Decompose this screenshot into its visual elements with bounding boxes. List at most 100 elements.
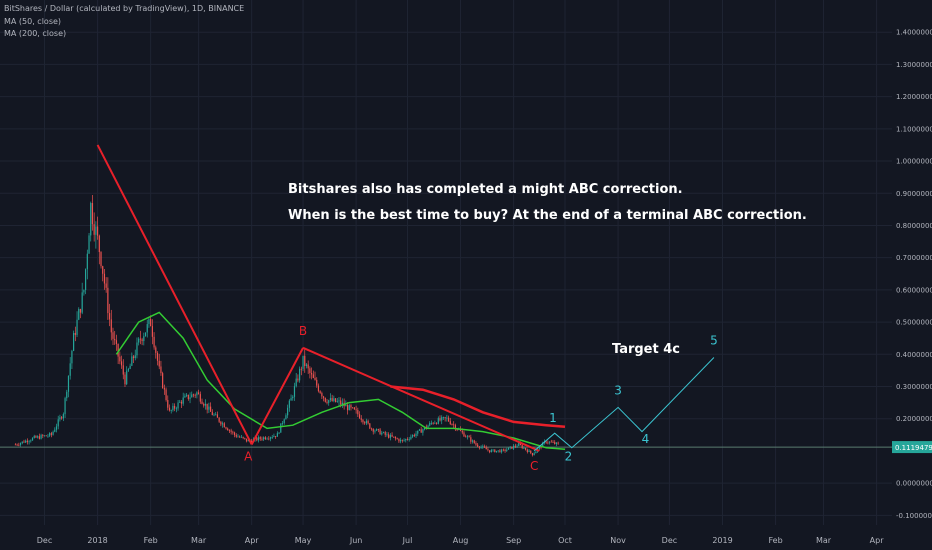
candle-body xyxy=(314,377,316,380)
candle-body xyxy=(206,403,208,410)
wave-number-label: 2 xyxy=(565,450,573,464)
candle-body xyxy=(420,429,422,433)
candle-body xyxy=(432,422,434,424)
candle-body xyxy=(490,450,492,453)
candle-body xyxy=(557,442,559,444)
current-price-tag: 0.11194793 xyxy=(892,441,932,454)
abc-label: B xyxy=(299,324,307,338)
candle-body xyxy=(290,398,292,401)
candle-body xyxy=(288,400,290,408)
candle-body xyxy=(230,430,232,432)
candle-body xyxy=(25,440,27,443)
candle-body xyxy=(530,450,532,454)
candle-body xyxy=(353,407,356,410)
candle-body xyxy=(98,235,100,253)
candle-body xyxy=(215,414,217,416)
candle-body xyxy=(90,203,92,236)
candle-body xyxy=(514,445,516,447)
candle-body xyxy=(273,435,275,437)
candle-body xyxy=(216,414,219,418)
candle-body xyxy=(372,428,374,432)
candle-body xyxy=(78,309,80,320)
candle-body xyxy=(302,355,304,369)
candle-body xyxy=(370,428,373,430)
candle-body xyxy=(480,446,482,448)
candle-body xyxy=(117,343,119,357)
candle-body xyxy=(297,378,299,381)
candle-body xyxy=(28,441,30,443)
candle-body xyxy=(177,402,179,409)
candles xyxy=(14,195,559,457)
candle-body xyxy=(119,356,121,362)
candle-body xyxy=(26,440,28,443)
candle-body xyxy=(167,400,169,408)
candle-body xyxy=(30,440,32,442)
candle-body xyxy=(129,365,131,369)
candle-body xyxy=(554,442,556,444)
candle-body xyxy=(180,401,183,404)
candle-body xyxy=(341,402,344,405)
candle-body xyxy=(141,339,143,342)
candle-body xyxy=(521,444,523,449)
candle-body xyxy=(278,432,280,434)
candle-body xyxy=(415,433,417,436)
candle-body xyxy=(131,356,133,366)
candle-body xyxy=(280,423,282,433)
candle-body xyxy=(334,398,337,402)
candle-body xyxy=(223,423,225,428)
candle-body xyxy=(360,418,362,420)
candle-body xyxy=(266,438,268,440)
wave-number-label: 1 xyxy=(549,411,557,425)
candle-body xyxy=(519,443,522,445)
candle-body xyxy=(66,391,68,399)
candle-body xyxy=(329,398,332,401)
candle-body xyxy=(538,446,540,449)
candle-body xyxy=(495,450,498,453)
candle-body xyxy=(19,443,22,445)
candle-body xyxy=(163,388,165,390)
x-tick-label: Feb xyxy=(768,536,782,545)
wave-number-label: 4 xyxy=(642,432,650,446)
x-tick-label: Apr xyxy=(245,536,260,545)
candle-body xyxy=(191,394,193,398)
candle-body xyxy=(352,407,354,409)
candle-body xyxy=(103,273,106,284)
x-tick-label: Nov xyxy=(610,536,626,545)
candle-body xyxy=(50,433,52,435)
candle-body xyxy=(194,394,196,396)
candle-body xyxy=(379,429,381,435)
candle-body xyxy=(134,355,136,359)
candle-body xyxy=(221,423,224,425)
candle-body xyxy=(136,342,138,356)
candle-body xyxy=(326,401,328,403)
candle-body xyxy=(317,385,320,392)
x-tick-label: Apr xyxy=(870,536,885,545)
candle-body xyxy=(453,424,455,426)
candle-body xyxy=(311,373,313,375)
candle-body xyxy=(76,319,78,335)
candle-body xyxy=(158,360,160,367)
candle-body xyxy=(69,363,71,376)
candle-body xyxy=(146,324,148,333)
candle-body xyxy=(247,440,249,442)
candle-body xyxy=(148,319,150,325)
candle-body xyxy=(552,442,554,443)
candle-body xyxy=(437,418,439,424)
candle-body xyxy=(57,419,59,427)
candle-body xyxy=(14,444,17,446)
candle-body xyxy=(358,414,361,419)
candle-body xyxy=(93,224,95,235)
candle-body xyxy=(54,429,56,432)
candle-body xyxy=(425,426,427,428)
candle-body xyxy=(384,432,386,435)
candle-body xyxy=(259,437,261,439)
candle-body xyxy=(300,368,302,370)
